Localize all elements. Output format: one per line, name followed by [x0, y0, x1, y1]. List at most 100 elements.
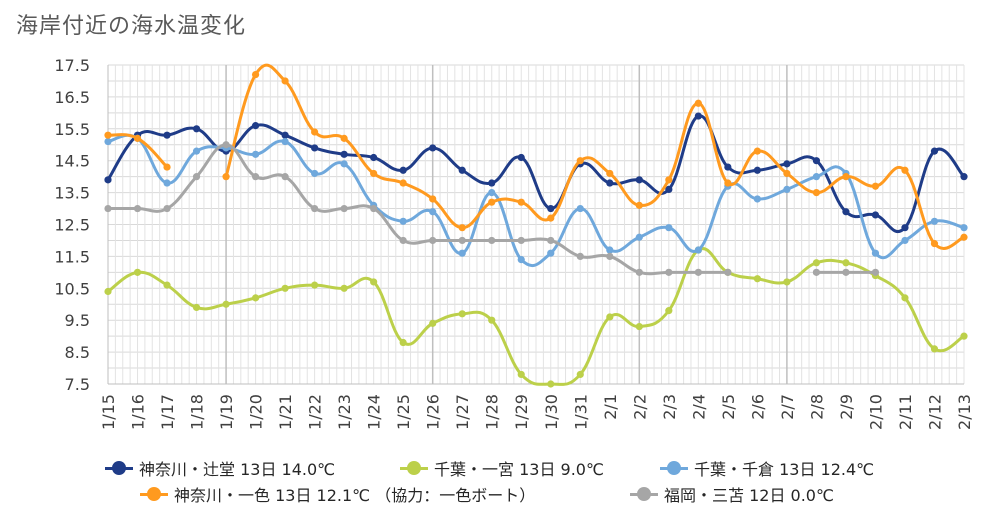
data-point — [842, 173, 850, 181]
data-point — [251, 150, 260, 158]
data-point — [104, 204, 112, 213]
data-point — [488, 236, 496, 245]
data-point — [517, 370, 525, 379]
y-tick-label: 16.5 — [54, 88, 90, 107]
data-point — [783, 185, 791, 194]
x-tick-label: 1/28 — [483, 394, 502, 430]
x-tick-label: 1/20 — [247, 394, 266, 430]
legend-label: 神奈川・一色 13日 12.1℃ （協力：一色ボート） — [174, 486, 536, 505]
x-tick-label: 2/6 — [748, 394, 767, 420]
x-tick-label: 2/9 — [837, 394, 856, 420]
y-tick-label: 10.5 — [54, 279, 90, 298]
data-point — [281, 77, 289, 85]
data-point — [783, 278, 791, 286]
data-point — [665, 268, 673, 276]
data-point — [694, 268, 702, 276]
data-point — [163, 131, 171, 139]
data-point — [694, 99, 702, 107]
data-point — [311, 169, 319, 178]
y-tick-label: 13.5 — [54, 184, 90, 203]
data-point — [104, 287, 112, 296]
data-point — [930, 147, 939, 155]
data-point — [517, 153, 525, 162]
x-tick-label: 1/24 — [365, 394, 384, 430]
data-point — [635, 233, 643, 241]
data-point — [429, 208, 437, 216]
data-point — [517, 255, 525, 264]
data-point — [960, 173, 968, 181]
data-point — [458, 224, 466, 232]
data-point — [311, 204, 319, 213]
y-tick-label: 12.5 — [54, 216, 90, 235]
data-point — [370, 169, 378, 178]
data-point — [871, 268, 880, 276]
data-point — [547, 204, 555, 213]
data-point — [783, 160, 791, 168]
data-point — [517, 198, 525, 206]
data-point — [930, 345, 939, 353]
data-point — [163, 204, 171, 213]
data-point — [724, 179, 732, 187]
data-point — [576, 157, 584, 165]
data-point — [399, 338, 407, 347]
data-point — [871, 182, 880, 190]
data-point — [753, 147, 761, 155]
legend-marker — [660, 461, 688, 475]
x-tick-label: 2/13 — [955, 394, 974, 430]
data-point — [163, 179, 171, 187]
data-point — [812, 268, 821, 276]
data-point — [960, 224, 968, 232]
data-point — [960, 332, 968, 340]
data-point — [488, 198, 496, 206]
data-point — [665, 307, 673, 315]
data-point — [163, 281, 171, 289]
x-tick-label: 1/19 — [217, 394, 236, 430]
data-point — [429, 195, 437, 203]
data-point — [340, 284, 348, 292]
x-tick-label: 2/3 — [660, 394, 679, 420]
data-point — [753, 166, 761, 174]
legend-item: 千葉・一宮 13日 9.0℃ — [400, 456, 604, 480]
data-point — [251, 70, 260, 79]
x-tick-label: 1/15 — [99, 394, 118, 430]
y-tick-label: 7.5 — [65, 375, 90, 394]
data-point — [281, 284, 289, 292]
legend-marker — [105, 461, 133, 475]
x-tick-label: 2/2 — [630, 394, 649, 420]
data-point — [458, 310, 466, 318]
x-tick-label: 2/7 — [778, 394, 797, 420]
data-point — [133, 268, 142, 276]
y-tick-label: 11.5 — [54, 247, 90, 266]
data-point — [311, 281, 319, 289]
x-tick-label: 1/31 — [571, 394, 590, 430]
data-point — [281, 131, 289, 139]
data-point — [133, 204, 142, 213]
data-point — [901, 224, 909, 232]
data-point — [842, 268, 850, 276]
data-point — [222, 300, 230, 308]
legend-label: 千葉・一宮 13日 9.0℃ — [434, 460, 604, 479]
data-point — [340, 204, 348, 213]
data-point — [635, 322, 643, 331]
data-point — [635, 268, 643, 276]
chart-title: 海岸付近の海水温変化 — [16, 14, 247, 39]
data-point — [901, 294, 909, 302]
data-point — [812, 189, 821, 197]
data-point — [429, 236, 437, 245]
data-point — [547, 236, 555, 245]
x-tick-label: 1/27 — [453, 394, 472, 430]
x-tick-label: 1/22 — [306, 394, 325, 430]
data-point — [370, 278, 378, 286]
x-tick-label: 2/8 — [807, 394, 826, 420]
y-tick-label: 17.5 — [54, 56, 90, 75]
data-point — [901, 166, 909, 174]
data-point — [606, 169, 614, 178]
data-point — [311, 128, 319, 136]
data-point — [606, 246, 614, 254]
data-point — [458, 166, 466, 174]
data-point — [871, 211, 880, 219]
x-tick-label: 1/16 — [129, 394, 148, 430]
x-tick-label: 2/4 — [689, 394, 708, 420]
x-tick-label: 2/11 — [896, 394, 915, 430]
